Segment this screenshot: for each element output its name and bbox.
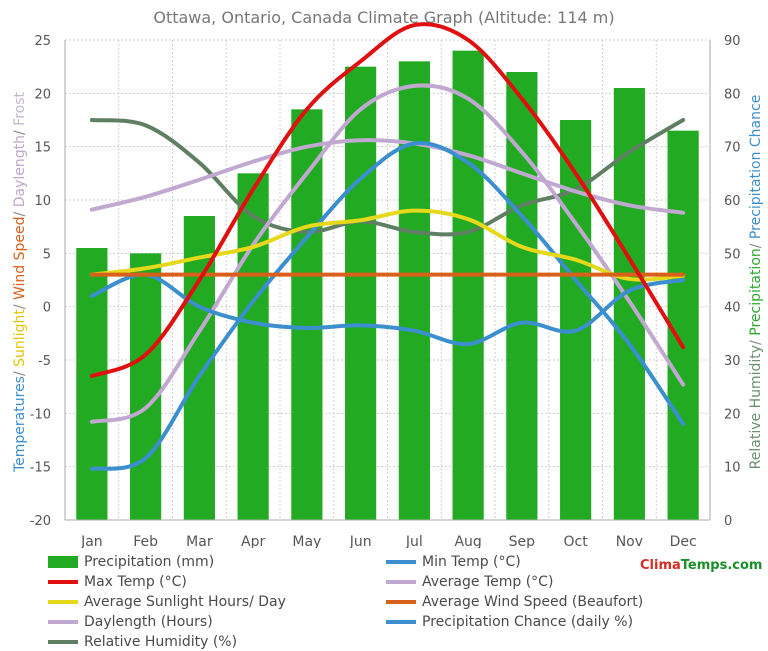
axis-label-part: / [12,367,28,376]
axis-label-part: Sunlight [12,309,28,367]
line-average-temp-c [89,83,686,424]
brand-part-1: Clima [640,558,681,573]
left-tick-label: -15 [30,461,51,476]
left-tick-label: -5 [38,354,51,369]
legend-swatch [48,620,78,624]
axis-label-part: Precipitation Chance [748,95,764,239]
legend-swatch [386,600,416,604]
right-tick-label: 10 [724,461,741,476]
legend-item: Average Wind Speed (Beaufort) [386,593,643,611]
x-tick-label: May [292,534,321,548]
axis-label-part: / [12,126,28,135]
x-tick-label: Jul [405,534,423,548]
line-daylength-hours [89,138,686,215]
legend-item: Average Sunlight Hours/ Day [48,593,286,611]
left-tick-label: 5 [43,247,51,262]
right-tick-label: 50 [724,247,741,262]
legend-item: Precipitation (mm) [48,553,214,571]
climate-chart: Ottawa, Ontario, Canada Climate Graph (A… [12,8,764,548]
legend-swatch [386,620,416,624]
legend-label: Daylength (Hours) [84,614,213,630]
legend-item: Max Temp (°C) [48,573,187,591]
right-tick-label: 0 [724,514,732,529]
legend-swatch [386,560,416,564]
right-tick-label: 40 [724,301,741,316]
axis-label-part: Precipitation [748,248,764,336]
legend-item: Precipitation Chance (daily %) [386,613,633,631]
climatemps-logo: ClimaTemps.com [640,558,762,573]
legend-item: Average Temp (°C) [386,573,553,591]
series-lines [89,22,686,471]
legend-swatch [386,580,416,584]
precipitation-bar [398,61,430,520]
right-tick-label: 60 [724,194,741,209]
legend-label: Average Temp (°C) [422,574,554,590]
legend-swatch [48,580,78,584]
x-tick-label: Mar [186,534,213,548]
precipitation-bar [345,66,377,521]
legend-label: Max Temp (°C) [84,574,187,590]
x-tick-label: Sep [509,534,536,548]
right-tick-label: 70 [724,141,741,156]
legend-swatch [48,600,78,604]
left-tick-label: 10 [34,194,51,209]
left-tick-label: 20 [34,87,51,102]
x-tick-label: Dec [670,534,697,548]
right-tick-label: 80 [724,87,741,102]
line-average-sunlight-hours-day [89,208,686,282]
legend-label: Precipitation (mm) [84,554,215,570]
line-max-temp-c [89,22,686,378]
legend-swatch [48,556,78,568]
legend-label: Min Temp (°C) [422,554,521,570]
legend-item: Min Temp (°C) [386,553,521,571]
axis-label-part: Wind Speed [12,216,28,300]
axis-label-part: / [748,239,764,248]
right-tick-label: 30 [724,354,741,369]
legend-item: Relative Humidity (%) [48,633,237,651]
axes: -20 -15 -10 -5 0 5 10 15 20 25 0 10 20 30 40 50 60 70 80 90… [30,34,741,548]
precipitation-bar [291,109,323,520]
line-min-temp-c [89,141,686,471]
x-tick-label: Oct [564,534,589,548]
axis-label-part: Relative Humidity [748,345,764,469]
legend-label: Relative Humidity (%) [84,634,238,650]
x-tick-label: Jan [80,534,103,548]
precipitation-bar [452,50,484,521]
legend: Precipitation (mm) Min Temp (°C) Max Temp … [0,548,768,651]
legend-label: Precipitation Chance (daily %) [422,614,634,630]
axis-label-part: Temperatures [12,376,28,473]
precipitation-bar [237,173,269,521]
x-tick-label: Feb [133,534,158,548]
x-tick-label: Aug [454,534,481,548]
x-tick-label: Nov [616,534,643,548]
left-tick-label: -10 [30,407,51,422]
precipitation-bar [560,120,592,520]
axis-label-part: / [12,207,28,216]
axis-label-part: Frost [12,92,28,126]
left-tick-label: 15 [34,141,51,156]
brand-part-2: Temps.com [680,558,763,573]
precipitation-bar [506,72,538,520]
legend-label: Average Sunlight Hours/ Day [84,594,286,610]
chart-title: Ottawa, Ontario, Canada Climate Graph (A… [153,8,614,27]
legend-label: Average Wind Speed (Beaufort) [422,594,644,610]
left-tick-label: 0 [43,301,51,316]
precipitation-bar [667,130,699,520]
left-tick-label: -20 [30,514,51,529]
precipitation-bar [76,248,108,520]
right-tick-label: 20 [724,407,741,422]
axis-label-part: / [12,300,28,309]
left-axis-label: Temperatures/ Sunlight/ Wind Speed/ Dayl… [12,92,28,473]
axis-label-part: Daylength [12,135,28,207]
left-tick-label: 25 [34,34,51,49]
precipitation-bar [130,253,162,521]
axis-label-part: / [748,336,764,345]
line-precipitation-chance-daily [89,272,686,347]
x-tick-label: Jun [349,534,372,548]
x-tick-label: Apr [241,534,265,548]
legend-item: Daylength (Hours) [48,613,213,631]
right-tick-label: 90 [724,34,741,49]
right-axis-label: Relative Humidity/ Precipitation/ Precip… [748,95,764,470]
legend-swatch [48,640,78,644]
